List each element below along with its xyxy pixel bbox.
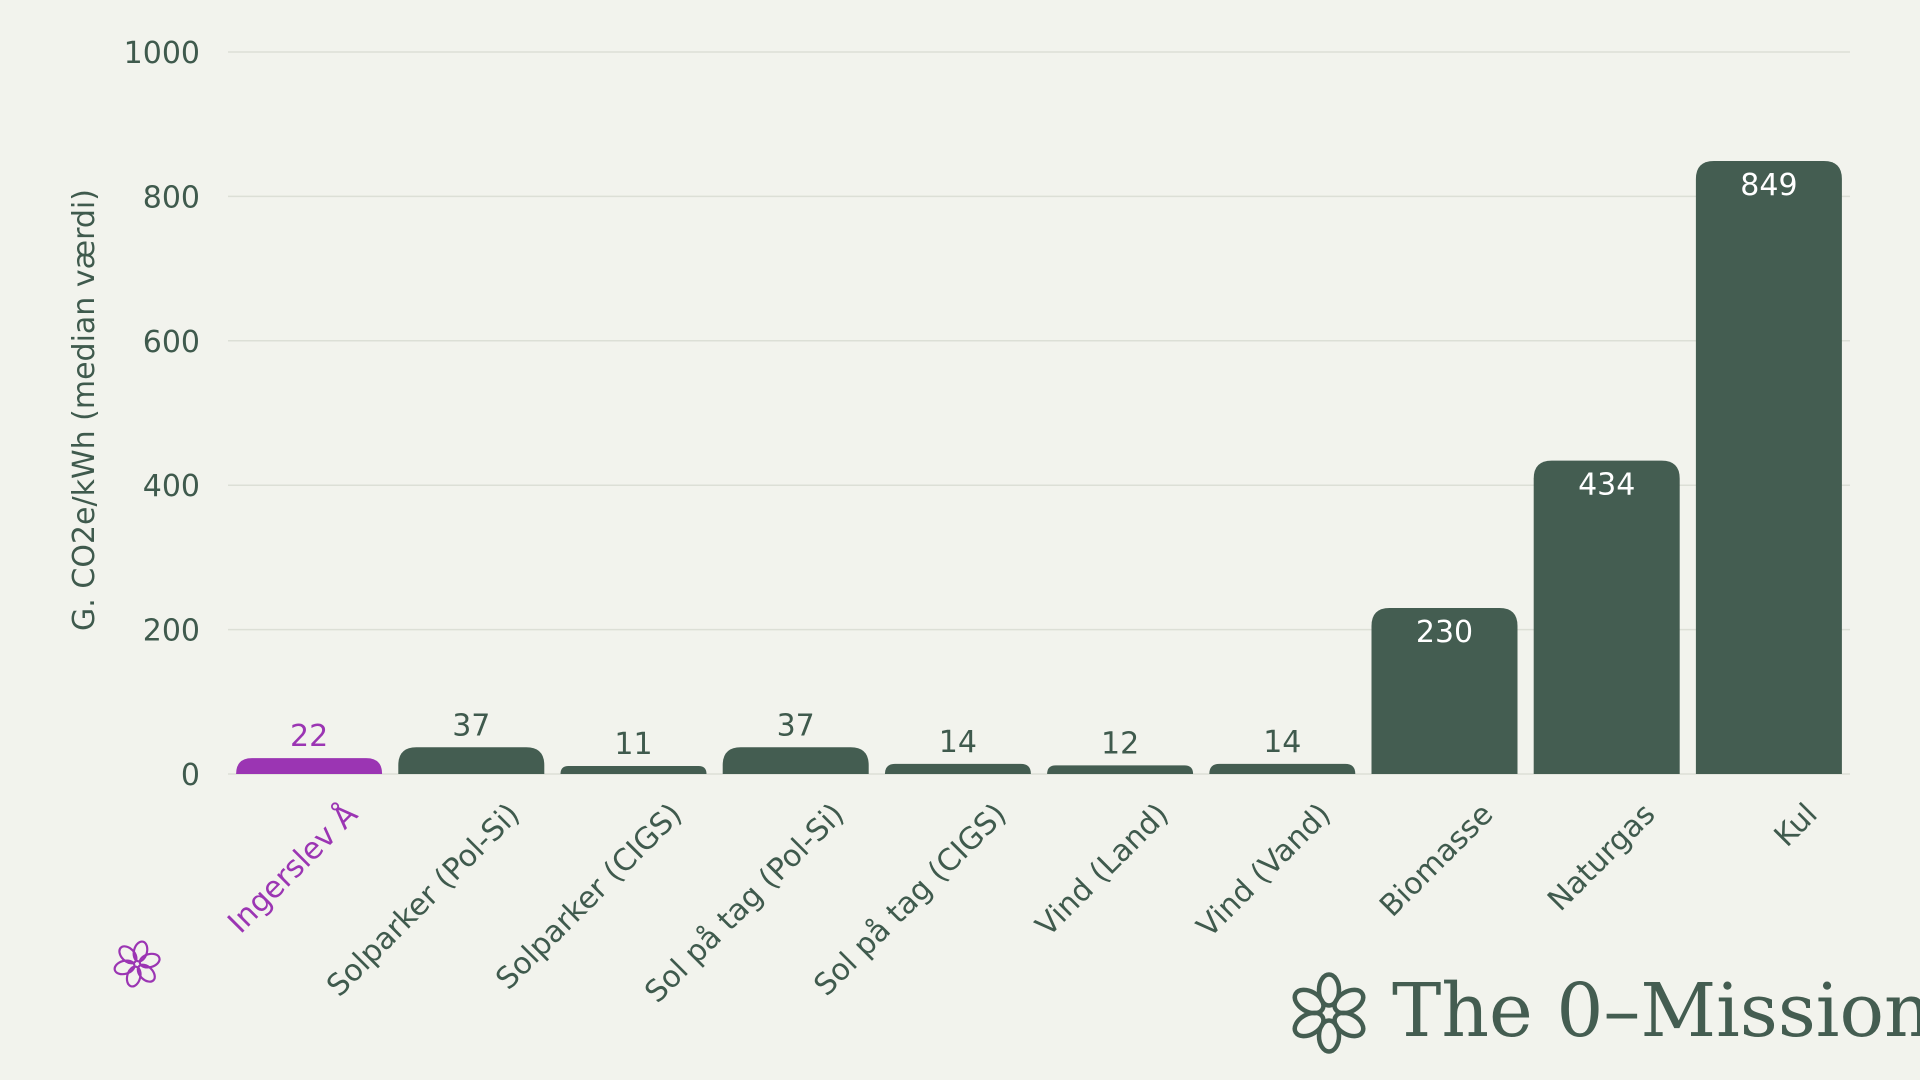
data-label: 14 bbox=[939, 725, 977, 760]
x-tick-label: Biomasse bbox=[1373, 797, 1500, 924]
brand-name: The 0–Mission bbox=[1392, 968, 1920, 1054]
bar bbox=[1047, 765, 1194, 774]
y-tick-label: 0 bbox=[181, 758, 200, 793]
petal bbox=[113, 959, 136, 976]
data-label: 849 bbox=[1740, 168, 1797, 203]
x-tick-label: Vind (Land) bbox=[1029, 797, 1176, 944]
petal bbox=[1292, 1010, 1326, 1039]
x-tick-label: Vind (Vand) bbox=[1190, 797, 1338, 945]
bar bbox=[1371, 607, 1518, 774]
data-label: 37 bbox=[452, 708, 490, 743]
petal bbox=[138, 952, 161, 969]
petal bbox=[125, 965, 142, 988]
petal bbox=[1316, 972, 1342, 1008]
y-tick-label: 1000 bbox=[124, 36, 200, 71]
data-label: 37 bbox=[777, 708, 815, 743]
bars bbox=[236, 161, 1842, 775]
data-label: 12 bbox=[1101, 726, 1139, 761]
petal bbox=[1292, 987, 1326, 1016]
bar bbox=[1695, 161, 1842, 775]
bar bbox=[236, 758, 383, 774]
data-label: 230 bbox=[1416, 615, 1473, 650]
y-tick-label: 800 bbox=[143, 180, 200, 215]
data-label: 11 bbox=[614, 727, 652, 762]
bar bbox=[722, 747, 869, 774]
petal bbox=[1316, 1018, 1342, 1054]
bar bbox=[1533, 460, 1680, 774]
x-tick-label: Kul bbox=[1768, 797, 1825, 854]
flower-icon bbox=[1292, 972, 1366, 1054]
data-label: 434 bbox=[1578, 468, 1635, 503]
bar bbox=[884, 763, 1031, 774]
bar bbox=[398, 747, 545, 774]
petal bbox=[118, 945, 138, 965]
petal bbox=[1332, 987, 1366, 1016]
petal bbox=[136, 963, 156, 983]
bar bbox=[560, 766, 707, 774]
data-labels: 22 37 11 37 14 12 14 230 434 849 bbox=[290, 168, 1798, 762]
y-axis-title: G. CO2e/kWh (median værdi) bbox=[67, 189, 102, 631]
petal bbox=[132, 940, 149, 963]
y-tick-label: 400 bbox=[143, 469, 200, 504]
flower-icon bbox=[113, 940, 161, 988]
y-tick-label: 200 bbox=[143, 614, 200, 649]
y-tick-label: 600 bbox=[143, 325, 200, 360]
x-tick-label: Naturgas bbox=[1541, 797, 1662, 918]
y-axis-ticks: 0 200 400 600 800 1000 bbox=[124, 36, 200, 793]
bar bbox=[1209, 763, 1356, 774]
x-tick-label: Ingerslev Å bbox=[221, 796, 366, 941]
petal bbox=[1332, 1010, 1366, 1039]
data-label: 22 bbox=[290, 719, 328, 754]
brand-logo: The 0–Mission bbox=[1292, 968, 1920, 1054]
data-label: 14 bbox=[1263, 725, 1301, 760]
